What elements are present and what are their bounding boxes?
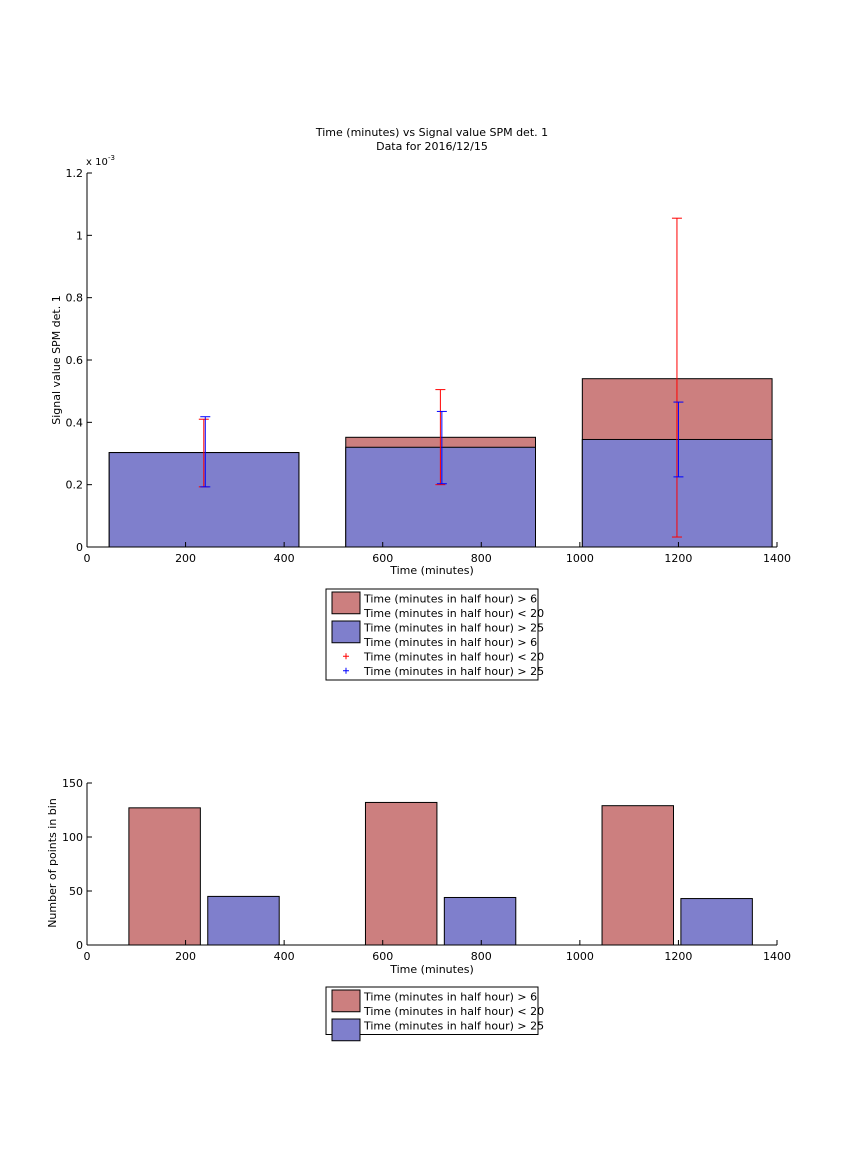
x-tick-label: 800: [471, 950, 492, 963]
bar-blue: [680, 898, 753, 946]
x-tick-label: 600: [372, 552, 393, 565]
x-axis-label: Time (minutes): [389, 564, 474, 577]
x-tick-label: 1400: [763, 552, 791, 565]
legend-label: Time (minutes in half hour) > 6: [363, 991, 537, 1004]
x-tick-label: 400: [274, 552, 295, 565]
count-chart: 0 200 400 600 800 1000 1200 1400 0 50 100 150 Time …: [46, 777, 791, 1042]
y-tick-label: 100: [62, 831, 83, 844]
y-tick-label: 0.8: [66, 292, 84, 305]
y-axis-label: Signal value SPM det. 1: [50, 295, 63, 425]
chart-subtitle: Data for 2016/12/15: [376, 140, 488, 153]
legend-swatch-red: [331, 591, 361, 615]
signal-errorbars: [198, 217, 684, 538]
x-tick-label: 0: [84, 552, 91, 565]
legend-swatch-blue: [331, 620, 361, 644]
x-tick-label: 1000: [566, 552, 594, 565]
legend-label: Time (minutes in half hour) > 25: [363, 665, 544, 678]
legend-label: Time (minutes in half hour) > 25: [363, 622, 544, 635]
legend-label: Time (minutes in half hour) > 6: [363, 593, 537, 606]
signal-chart: Time (minutes) vs Signal value SPM det. …: [50, 126, 792, 681]
bar-blue: [207, 895, 280, 946]
legend-swatch-red: [331, 989, 361, 1013]
signal-axis-ticks: 0 200 400 600 800 1000 1200 1400 0 0.2 0.4 0.6 0.8 1 1…: [66, 167, 792, 565]
y-tick-label: 0.6: [66, 354, 84, 367]
count-axis-ticks: 0 200 400 600 800 1000 1200 1400 0 50 100 150: [62, 777, 791, 963]
legend-label: Time (minutes in half hour) > 25: [363, 1020, 544, 1033]
legend-label: Time (minutes in half hour) < 20: [363, 607, 544, 620]
y-exponent-power: -3: [108, 154, 115, 162]
y-tick-label: 0.4: [66, 416, 84, 429]
bar-blue: [443, 896, 517, 946]
legend-label: Time (minutes in half hour) < 20: [363, 1005, 544, 1018]
bar-red: [128, 807, 201, 946]
x-tick-label: 1400: [763, 950, 791, 963]
x-tick-label: 800: [471, 552, 492, 565]
legend-box: [325, 588, 539, 681]
x-tick-label: 0: [84, 950, 91, 963]
y-tick-label: 150: [62, 777, 83, 790]
y-tick-label: 0.2: [66, 479, 84, 492]
y-axis-label: Number of points in bin: [46, 798, 59, 928]
legend-swatch-blue: [331, 1018, 361, 1042]
x-tick-label: 200: [175, 552, 196, 565]
y-exponent-base: x 10: [86, 157, 108, 168]
count-bars: [128, 801, 753, 946]
x-tick-label: 600: [372, 950, 393, 963]
chart-title: Time (minutes) vs Signal value SPM det. …: [315, 126, 548, 139]
x-axis-label: Time (minutes): [389, 963, 474, 976]
bar-red: [364, 801, 438, 946]
y-tick-label: 1.2: [66, 167, 84, 180]
legend-label: Time (minutes in half hour) < 20: [363, 651, 544, 664]
signal-bars: [108, 378, 773, 548]
x-tick-label: 200: [175, 950, 196, 963]
y-tick-label: 50: [69, 885, 83, 898]
x-tick-label: 1200: [664, 552, 692, 565]
y-tick-label: 1: [76, 229, 83, 242]
legend-label: Time (minutes in half hour) > 6: [363, 636, 537, 649]
bar-red: [601, 805, 674, 946]
y-tick-label: 0: [76, 939, 83, 952]
x-tick-label: 400: [274, 950, 295, 963]
x-tick-label: 1000: [566, 950, 594, 963]
y-tick-label: 0: [76, 541, 83, 554]
legend-box: [325, 986, 539, 1035]
x-tick-label: 1200: [664, 950, 692, 963]
